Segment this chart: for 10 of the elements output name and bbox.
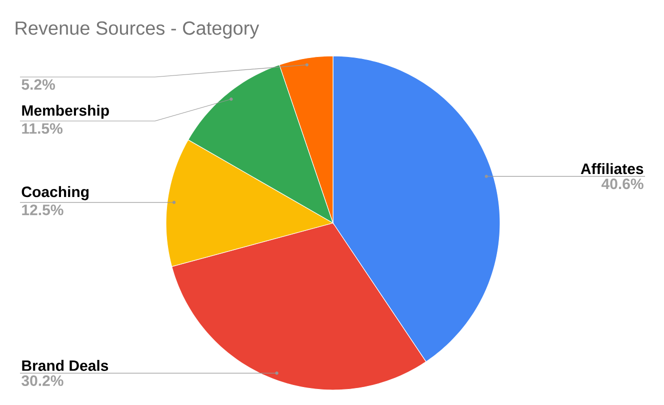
data-label: 5.2% (22, 79, 55, 90)
data-label: 30.2% (22, 375, 64, 386)
data-label: 12.5% (22, 204, 64, 216)
data-label: 40.6% (601, 178, 644, 190)
data-label: 11.5% (22, 123, 63, 134)
slice-label: Membership (22, 104, 109, 119)
slice-label: Affiliates (580, 163, 644, 174)
slice-label: Brand Deals (22, 360, 108, 371)
chart-title: Revenue Sources - Category (16, 21, 260, 39)
slice-label: Coaching (22, 186, 89, 200)
